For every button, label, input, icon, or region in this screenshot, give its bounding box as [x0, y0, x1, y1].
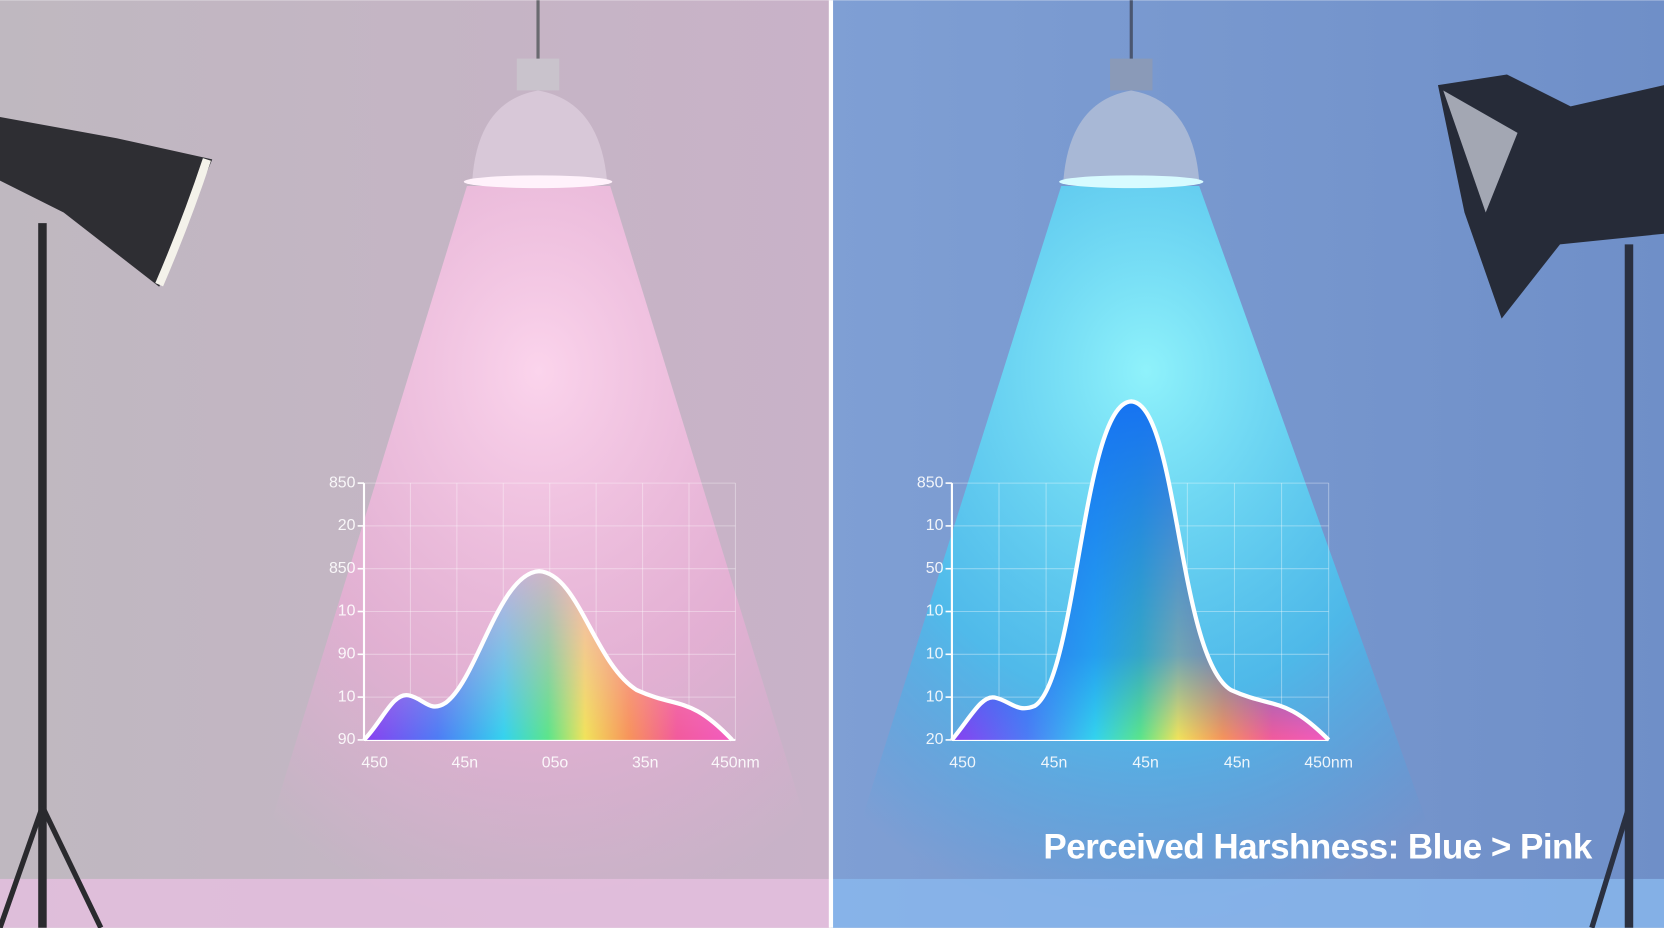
right-floor [830, 878, 1664, 928]
x-tick-label: 450 [949, 754, 976, 771]
pink-spectrum-tint [364, 571, 733, 740]
x-tick-label: 45n [452, 754, 479, 771]
pink-spectrum-curve [362, 569, 734, 742]
x-tick-label: 05o [542, 754, 569, 771]
caption: Perceived Harshness: Blue > Pink [1043, 827, 1592, 866]
blue-lamp [1059, 0, 1204, 189]
right-studio-light [1437, 74, 1664, 928]
left-floor [0, 878, 831, 928]
y-tick-label: 850 [329, 560, 356, 577]
y-tick-label: 10 [926, 646, 944, 663]
blue-spectrum-tint [951, 401, 1329, 740]
x-tick-label: 35n [632, 754, 659, 771]
y-tick-label: 850 [917, 474, 944, 491]
y-tick-label: 50 [926, 560, 944, 577]
y-tick-label: 10 [926, 688, 944, 705]
y-tick-label: 90 [338, 646, 356, 663]
x-tick-label: 450 [361, 754, 388, 771]
x-tick-label: 45n [1041, 754, 1068, 771]
x-tick-label: 45n [1132, 754, 1159, 771]
left-studio-light [0, 116, 213, 928]
y-tick-label: 850 [329, 474, 356, 491]
y-tick-label: 20 [338, 517, 356, 534]
pink-lamp [463, 0, 613, 189]
pink-beam [238, 185, 839, 928]
y-tick-label: 10 [926, 517, 944, 534]
y-tick-label: 10 [338, 688, 356, 705]
y-tick-label: 90 [338, 731, 356, 748]
blue-spectrum-curve [950, 399, 1331, 742]
x-tick-label: 450nm [1304, 754, 1353, 771]
y-tick-label: 10 [926, 603, 944, 620]
y-tick-label: 10 [338, 603, 356, 620]
x-tick-label: 450nm [711, 754, 760, 771]
y-tick-label: 20 [926, 731, 944, 748]
x-tick-label: 45n [1224, 754, 1251, 771]
